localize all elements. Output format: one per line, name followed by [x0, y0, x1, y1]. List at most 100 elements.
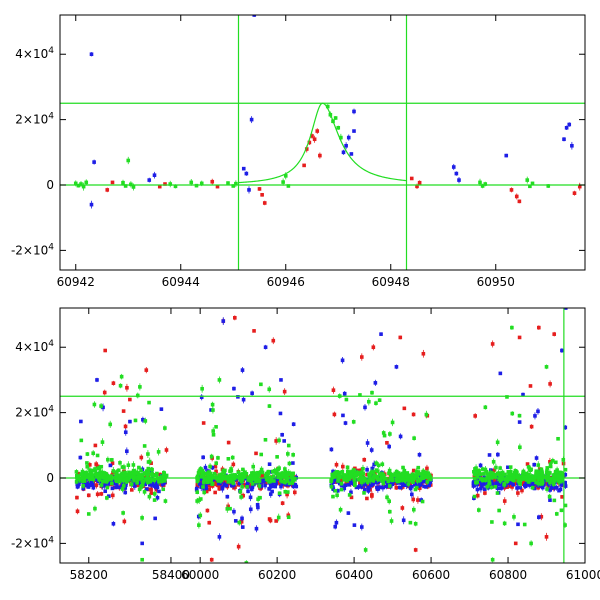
- data-point-red: [341, 464, 345, 469]
- data-point-green: [548, 462, 553, 466]
- data-point-blue: [103, 489, 108, 494]
- data-point-green: [212, 471, 217, 476]
- data-point-green: [338, 507, 343, 512]
- data-point-blue: [570, 143, 574, 148]
- data-point-green: [199, 181, 204, 186]
- data-point-red: [226, 440, 231, 445]
- data-point-blue: [160, 482, 165, 487]
- data-point-red: [285, 492, 289, 497]
- data-point-green: [331, 494, 335, 499]
- data-point-green: [124, 472, 128, 477]
- data-point-red: [75, 495, 79, 500]
- data-point-green: [336, 125, 341, 130]
- data-point-green: [502, 482, 506, 487]
- data-point-green: [92, 402, 97, 407]
- data-point-blue: [471, 484, 476, 488]
- data-point-green: [353, 483, 357, 487]
- data-point-green: [195, 499, 199, 503]
- data-point-green: [490, 557, 495, 562]
- data-point-red: [528, 384, 533, 388]
- data-point-green: [280, 471, 285, 475]
- data-point-blue: [398, 481, 403, 485]
- data-point-green: [387, 499, 391, 504]
- data-point-blue: [75, 485, 80, 489]
- data-point-blue: [427, 483, 431, 488]
- data-point-blue: [267, 462, 272, 466]
- data-point-blue: [92, 160, 96, 164]
- data-point-blue: [540, 485, 545, 490]
- data-point-green: [381, 473, 386, 478]
- data-point-green: [425, 480, 430, 484]
- data-point-green: [498, 474, 503, 478]
- data-point-red: [417, 180, 422, 185]
- data-point-green: [381, 431, 386, 435]
- data-point-blue: [424, 485, 428, 489]
- data-point-green: [415, 471, 420, 476]
- data-point-red: [475, 493, 480, 498]
- data-point-blue: [549, 486, 554, 490]
- data-point-green: [277, 472, 281, 476]
- data-point-green: [347, 493, 352, 497]
- data-point-red: [552, 332, 557, 336]
- data-point-green: [121, 511, 125, 515]
- data-point-green: [208, 471, 213, 476]
- data-point-blue: [282, 439, 286, 443]
- data-point-green: [114, 473, 118, 478]
- data-point-green: [537, 470, 542, 475]
- data-point-red: [263, 481, 268, 485]
- data-point-green: [526, 465, 531, 469]
- data-point-blue: [563, 308, 568, 310]
- data-point-green: [157, 479, 161, 484]
- data-point-green: [411, 480, 415, 484]
- data-point-red: [125, 385, 129, 390]
- data-point-green: [146, 480, 150, 485]
- data-point-green: [547, 494, 552, 499]
- data-point-green: [93, 469, 98, 473]
- data-point-green: [379, 472, 383, 476]
- data-point-green: [126, 158, 131, 163]
- data-point-green: [120, 471, 125, 476]
- data-point-green: [554, 512, 559, 516]
- data-point-red: [154, 487, 159, 492]
- data-point-red: [411, 497, 416, 502]
- data-point-green: [388, 432, 392, 436]
- data-point-blue: [84, 477, 89, 481]
- data-point-green: [389, 519, 394, 523]
- data-point-green: [359, 470, 363, 475]
- data-point-green: [414, 469, 419, 474]
- data-point-blue: [232, 483, 236, 487]
- data-point-blue: [334, 520, 339, 525]
- data-point-blue: [366, 485, 371, 490]
- data-point-red: [385, 441, 389, 445]
- data-point-green: [498, 466, 502, 470]
- data-point-green: [484, 469, 489, 474]
- data-point-blue: [159, 407, 164, 411]
- data-point-green: [161, 474, 165, 479]
- data-point-blue: [397, 485, 402, 490]
- data-point-green: [405, 474, 410, 478]
- data-point-red: [217, 487, 222, 491]
- y-tick-label: 4×104: [15, 339, 54, 354]
- data-point-green: [402, 478, 407, 483]
- data-point-green: [490, 471, 495, 476]
- data-point-blue: [294, 484, 299, 489]
- data-point-green: [163, 499, 168, 503]
- data-point-green: [363, 548, 368, 552]
- data-point-green: [145, 477, 149, 482]
- data-point-green: [395, 469, 399, 474]
- data-point-blue: [291, 484, 296, 489]
- data-point-blue: [343, 483, 348, 488]
- data-point-green: [240, 485, 244, 489]
- data-point-red: [514, 194, 519, 199]
- data-point-green: [546, 184, 551, 188]
- data-point-blue: [398, 434, 403, 439]
- data-point-green: [210, 402, 215, 407]
- data-point-red: [411, 468, 416, 473]
- data-point-red: [274, 519, 278, 523]
- data-point-green: [335, 493, 339, 498]
- data-point-blue: [251, 479, 255, 484]
- y-tick-label: 0: [46, 178, 54, 192]
- data-point-blue: [563, 484, 568, 488]
- data-point-green: [91, 451, 95, 456]
